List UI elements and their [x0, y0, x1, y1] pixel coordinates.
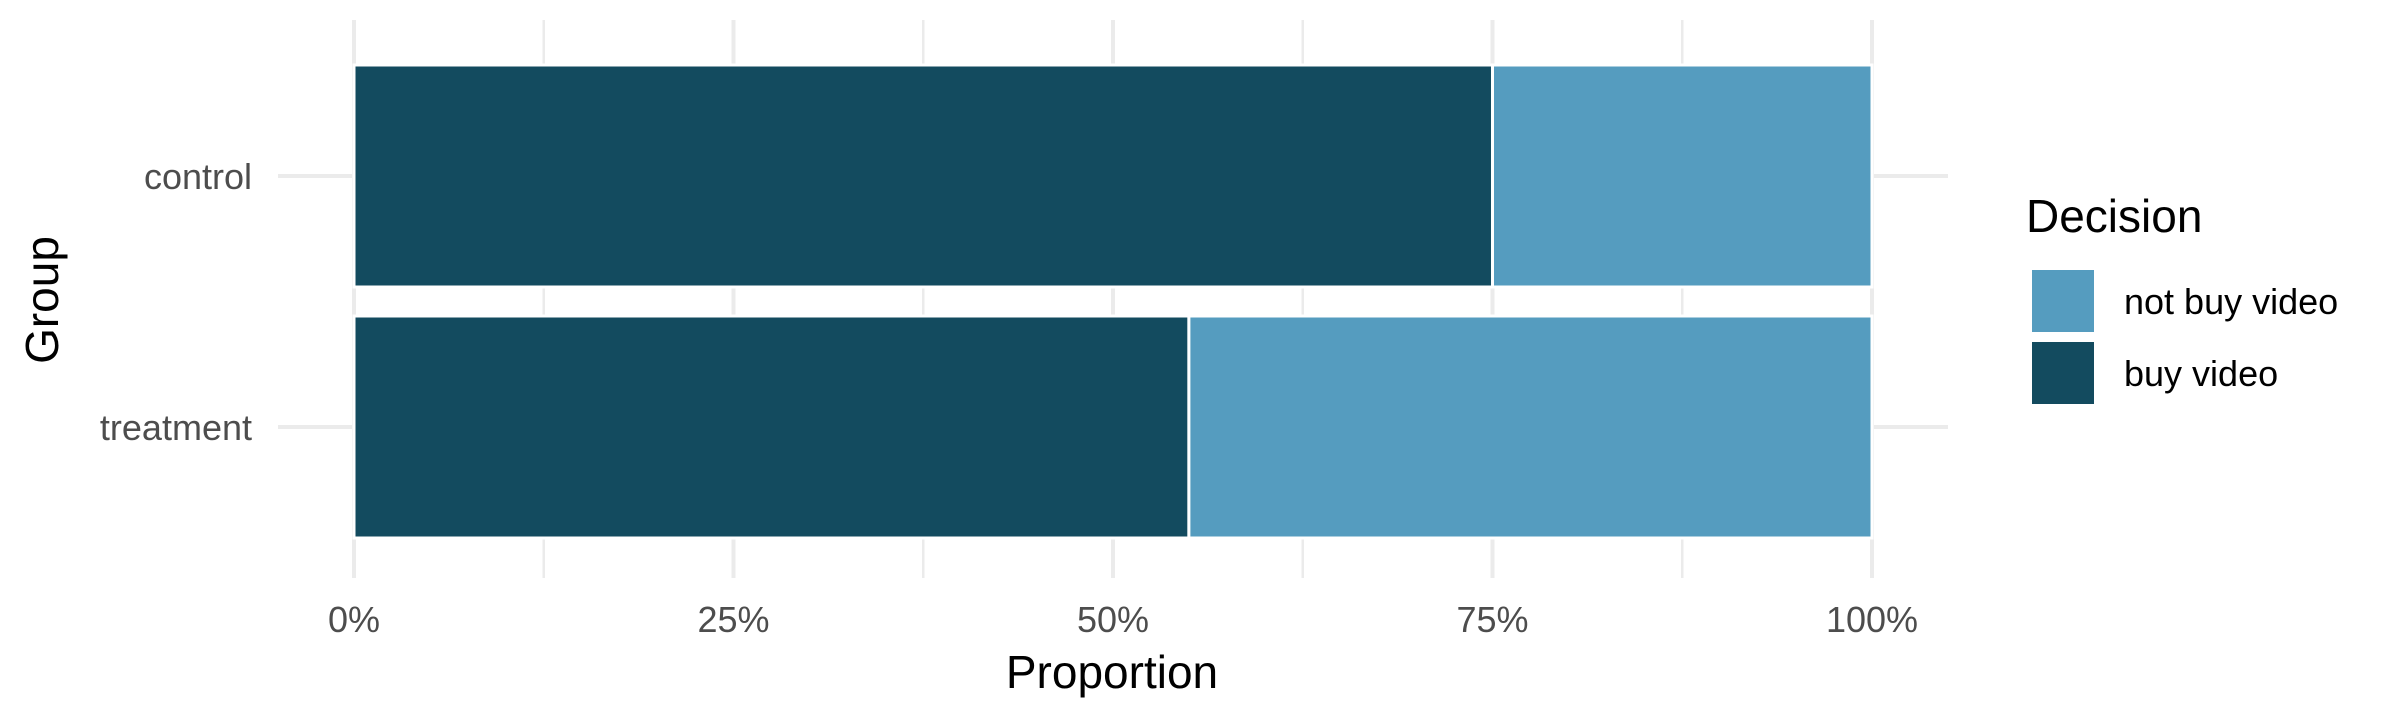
x-tick-label: 0% [328, 599, 380, 640]
x-tick-label: 100% [1826, 599, 1918, 640]
bar-control-not-buy-video [1491, 63, 1874, 289]
legend: Decision not buy video buy video [2026, 190, 2338, 404]
bars [352, 63, 1874, 540]
x-tick-label: 50% [1077, 599, 1149, 640]
y-axis-title: Group [16, 236, 68, 364]
x-tick-labels: 0% 25% 50% 75% 100% [328, 599, 1918, 640]
x-tick-label: 75% [1456, 599, 1528, 640]
legend-title: Decision [2026, 190, 2202, 242]
x-axis-title: Proportion [1006, 646, 1218, 698]
legend-label: not buy video [2124, 281, 2338, 322]
y-tick-labels: control treatment [100, 156, 252, 448]
x-tick-label: 25% [697, 599, 769, 640]
legend-key-not-buy-video [2032, 270, 2094, 332]
legend-label: buy video [2124, 353, 2278, 394]
legend-key-buy-video [2032, 342, 2094, 404]
bar-treatment-buy-video [352, 314, 1191, 540]
bar-treatment-not-buy-video [1187, 314, 1874, 540]
y-tick-label: control [144, 156, 252, 197]
y-tick-label: treatment [100, 407, 252, 448]
bar-control-buy-video [352, 63, 1494, 289]
